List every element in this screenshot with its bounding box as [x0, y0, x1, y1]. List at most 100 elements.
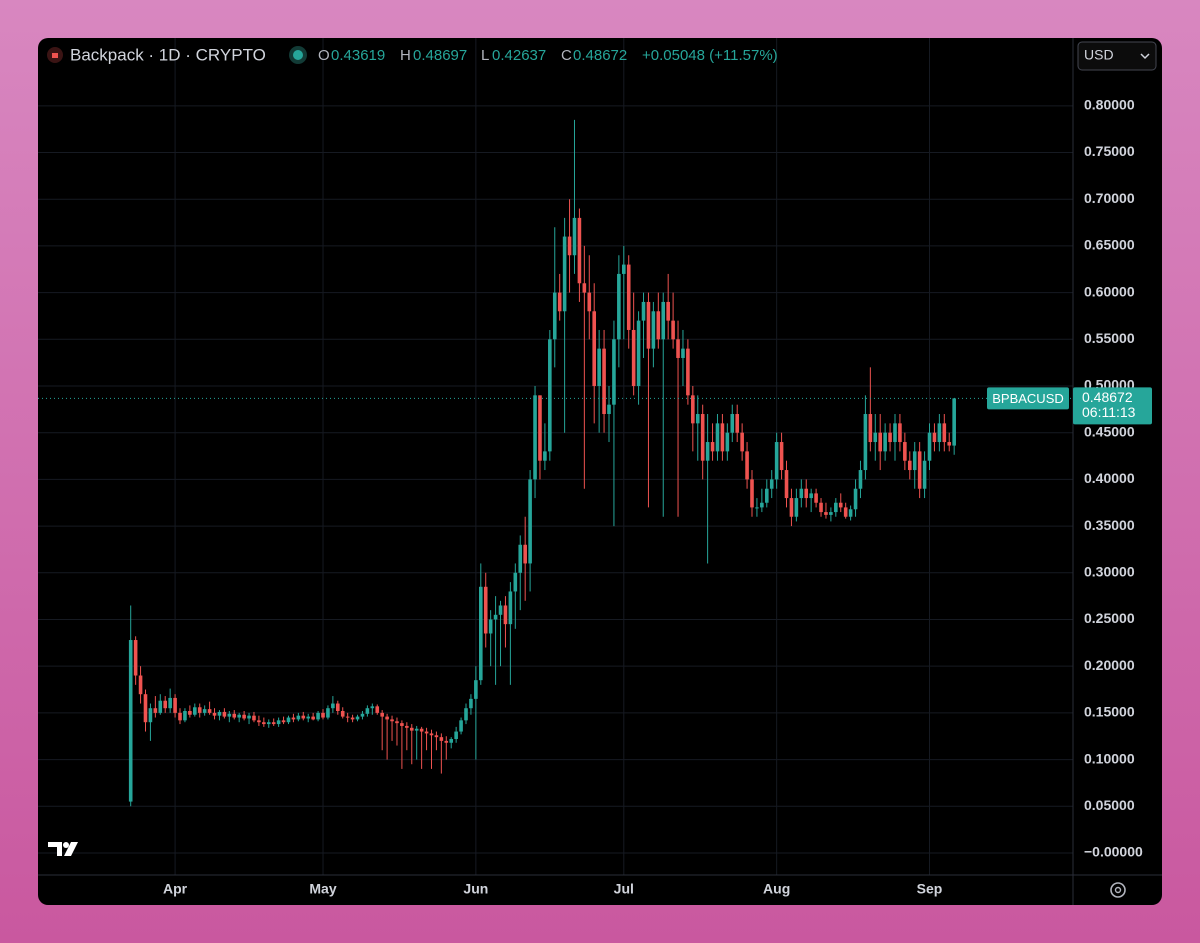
candle-body	[419, 728, 424, 732]
candle-body	[222, 711, 227, 717]
candle-body	[829, 512, 833, 515]
price-tag-value: 0.48672	[1082, 389, 1133, 405]
candle-body	[848, 509, 853, 517]
candle-body	[350, 717, 355, 720]
candle-body	[552, 292, 557, 340]
tv-logo-dot	[63, 842, 69, 848]
candle-body	[789, 498, 794, 517]
candle-body	[562, 236, 567, 312]
candle-body	[740, 432, 744, 452]
candle-body	[326, 708, 330, 718]
candle-body	[493, 614, 498, 620]
candle-body	[764, 488, 769, 503]
candle-body	[952, 398, 956, 446]
candle-body	[513, 572, 518, 592]
candle-body	[557, 292, 562, 312]
x-tick-label: Jul	[614, 881, 634, 897]
candle-body	[158, 700, 163, 713]
y-tick-label: 0.80000	[1084, 97, 1135, 113]
candle-body	[168, 697, 172, 709]
candle-body	[483, 586, 488, 634]
candle-body	[572, 217, 577, 256]
y-tick-label: 0.05000	[1084, 797, 1135, 813]
candle-body	[760, 502, 764, 508]
candle-body	[671, 320, 675, 340]
candle-body	[838, 502, 843, 508]
candle-body	[474, 680, 478, 699]
candle-body	[602, 348, 606, 415]
candle-body	[942, 423, 947, 443]
candle-body	[286, 717, 291, 723]
candle-body	[597, 348, 601, 386]
close-value: 0.48672	[573, 47, 627, 64]
candle-body	[212, 712, 217, 716]
candle-body	[863, 414, 868, 471]
currency-select[interactable]	[1077, 41, 1157, 71]
candle-body	[853, 488, 858, 510]
candle-body	[937, 423, 942, 443]
candle-body	[148, 708, 153, 723]
candle-body	[676, 339, 680, 358]
candle-body	[262, 722, 266, 725]
candle-body	[444, 740, 449, 743]
candle-body	[922, 460, 927, 489]
candle-body	[843, 507, 848, 517]
candle-body	[247, 715, 251, 719]
candle-body	[834, 502, 838, 513]
symbol-icon-glyph	[52, 53, 58, 58]
close-label: C	[561, 47, 572, 64]
candle-body	[705, 442, 710, 461]
candle-body	[414, 728, 419, 731]
y-tick-label: 0.15000	[1084, 704, 1135, 720]
y-tick-label: 0.25000	[1084, 610, 1135, 626]
candle-body	[745, 451, 749, 480]
candle-body	[340, 711, 345, 717]
candle-body	[400, 723, 404, 726]
candle-body	[893, 423, 897, 443]
candle-body	[281, 720, 286, 723]
low-label: L	[481, 47, 489, 64]
candle-body	[409, 727, 414, 731]
candle-body	[814, 493, 818, 503]
candle-body	[730, 414, 735, 433]
y-tick-label: 0.65000	[1084, 237, 1135, 253]
candle-body	[449, 739, 454, 743]
y-tick-label: 0.45000	[1084, 423, 1135, 439]
candle-body	[276, 720, 281, 725]
settings-icon[interactable]	[1110, 882, 1126, 898]
candle-body	[700, 414, 705, 461]
candle-body	[695, 414, 700, 424]
y-tick-label: 0.10000	[1084, 750, 1135, 766]
candle-body	[193, 707, 197, 715]
candle-body	[424, 731, 429, 734]
candle-body	[710, 442, 715, 452]
candle-body	[197, 707, 202, 713]
low-value: 0.42637	[492, 47, 546, 64]
candle-body	[385, 716, 389, 720]
y-tick-label: 0.70000	[1084, 190, 1135, 206]
candle-body	[518, 544, 523, 573]
y-tick-label: −0.00000	[1084, 844, 1143, 860]
y-tick-label: 0.35000	[1084, 517, 1135, 533]
candle-body	[271, 722, 276, 725]
candle-body	[464, 708, 468, 721]
price-tag-countdown: 06:11:13	[1082, 404, 1136, 420]
candle-body	[257, 720, 261, 723]
candle-body	[133, 640, 138, 676]
y-tick-label: 0.55000	[1084, 330, 1135, 346]
candle-body	[128, 640, 133, 802]
candle-body	[617, 273, 621, 340]
candle-body	[681, 348, 685, 358]
settings-icon-center	[1114, 886, 1122, 894]
candle-body	[188, 711, 192, 715]
candle-body	[912, 451, 917, 471]
candle-body	[720, 423, 725, 452]
candle-body	[567, 236, 572, 256]
open-label: O	[318, 47, 330, 64]
candle-body	[725, 432, 730, 452]
candle-body	[454, 731, 458, 740]
candle-body	[380, 712, 384, 717]
candle-body	[947, 442, 952, 446]
candle-body	[794, 498, 799, 517]
candle-body	[548, 339, 552, 452]
